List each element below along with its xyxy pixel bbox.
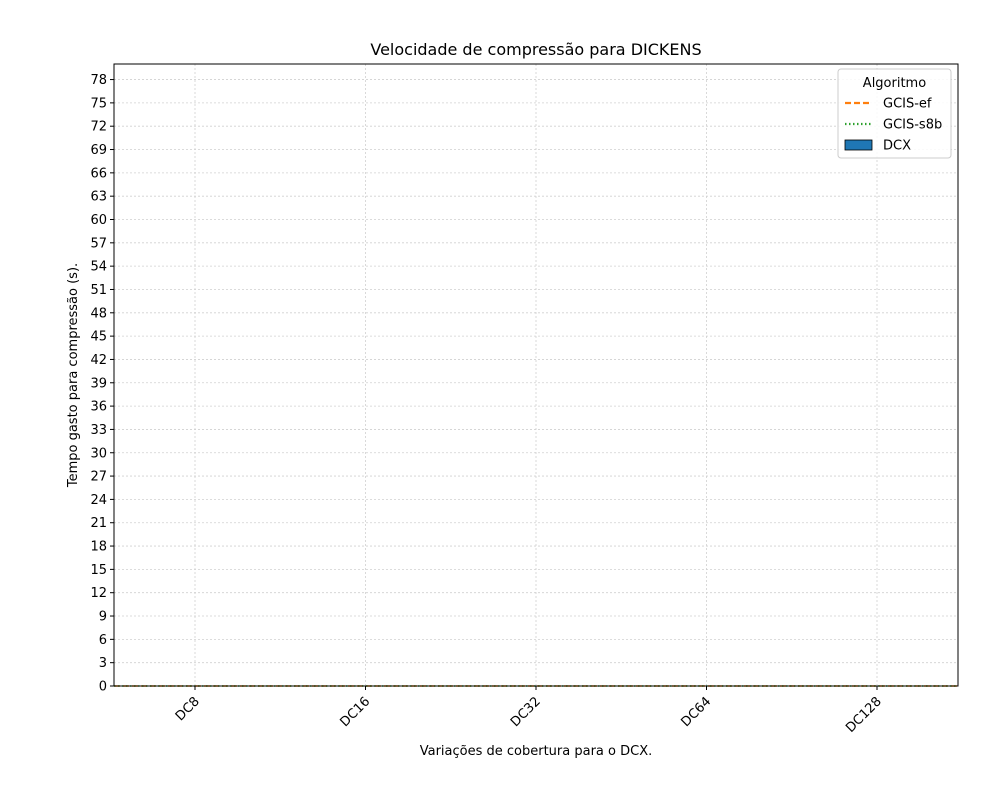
y-tick-label: 24: [90, 493, 107, 508]
y-tick-label: 27: [90, 470, 107, 485]
y-tick-label: 12: [90, 586, 107, 601]
y-tick-label: 57: [90, 236, 107, 251]
x-tick-label: DC32: [508, 694, 544, 730]
x-tick-label: DC8: [173, 694, 203, 724]
y-tick-label: 42: [90, 353, 107, 368]
x-tick-label: DC128: [843, 694, 885, 736]
y-tick-label: 45: [90, 330, 107, 345]
y-tick-label: 36: [90, 400, 107, 415]
y-tick-label: 30: [90, 446, 107, 461]
legend-label-gcis-ef: GCIS-ef: [883, 97, 932, 112]
y-tick-label: 3: [99, 656, 107, 671]
chart-title: Velocidade de compressão para DICKENS: [370, 40, 701, 59]
x-tick-label: DC64: [679, 694, 715, 730]
y-tick-label: 9: [99, 610, 107, 625]
x-tick-label: DC16: [338, 694, 374, 730]
legend-label-gcis-s8b: GCIS-s8b: [883, 118, 942, 133]
legend-swatch-dcx: [845, 140, 872, 150]
legend-title: Algoritmo: [863, 76, 926, 91]
y-tick-label: 54: [90, 260, 107, 275]
y-axis-label: Tempo gasto para compressão (s).: [66, 263, 81, 488]
y-tick-label: 0: [99, 680, 107, 695]
y-tick-label: 78: [90, 73, 107, 88]
y-tick-label: 63: [90, 190, 107, 205]
y-tick-label: 39: [90, 376, 107, 391]
y-tick-label: 66: [90, 166, 107, 181]
y-tick-label: 60: [90, 213, 107, 228]
y-tick-label: 48: [90, 306, 107, 321]
legend-label-dcx: DCX: [883, 139, 911, 154]
y-tick-label: 33: [90, 423, 107, 438]
y-tick-label: 75: [90, 96, 107, 111]
legend: Algoritmo GCIS-ef GCIS-s8b DCX: [838, 69, 951, 158]
x-axis-label: Variações de cobertura para o DCX.: [420, 744, 653, 759]
y-tick-label: 72: [90, 120, 107, 135]
y-tick-label: 51: [90, 283, 107, 298]
y-tick-label: 18: [90, 540, 107, 555]
grid-layer: [114, 64, 958, 686]
y-tick-label: 6: [99, 633, 107, 648]
y-tick-label: 15: [90, 563, 107, 578]
y-tick-label: 21: [90, 516, 107, 531]
y-tick-label: 69: [90, 143, 107, 158]
